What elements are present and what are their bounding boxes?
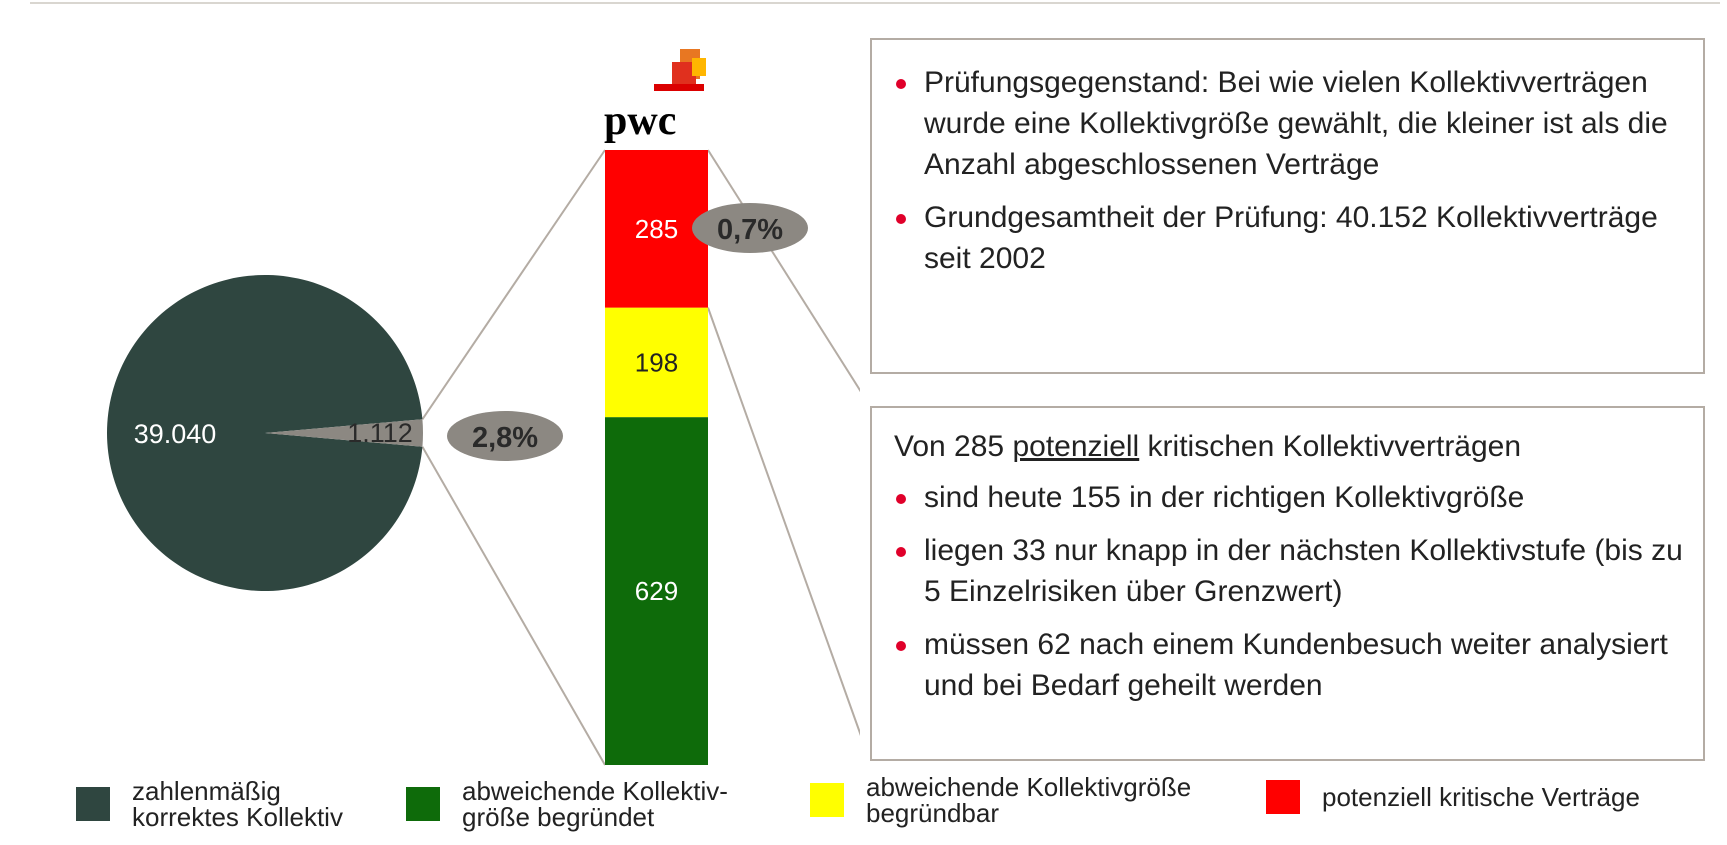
bar-segment-kritisch (605, 150, 708, 308)
bar-callout-label: 0,7% (717, 214, 783, 246)
bar-segment-begruendbar (605, 307, 708, 418)
legend-item-begruendbar: abweichende Kollektivgröße begründbar (810, 774, 1191, 826)
connector-line-panel-bottom (707, 307, 860, 736)
bullet-dot-icon (896, 214, 906, 224)
pie-chart: 39.040 1.112 (106, 275, 423, 591)
pie-slice-abweichend (265, 419, 423, 447)
connector-line-panel-top (707, 149, 860, 393)
bar-segment-begruendet (605, 417, 708, 765)
pie-callout-label: 2,8% (472, 422, 538, 454)
pie-slice-korrekt (106, 275, 423, 591)
findings-panel: Von 285 potenziell kritischen Kollektivv… (870, 406, 1705, 761)
scope-bullet-1: Prüfungsgegenstand: Bei wie vielen Kolle… (888, 62, 1683, 185)
finding-bullet-2: liegen 33 nur knapp in der nächsten Koll… (888, 530, 1683, 612)
bar-segment-begruendbar-label: 198 (635, 347, 678, 377)
top-divider (30, 2, 1720, 4)
legend-item-korrekt: zahlenmäßig korrektes Kollektiv (76, 778, 343, 830)
legend-swatch (1266, 780, 1300, 814)
findings-intro: Von 285 potenziell kritischen Kollektivv… (894, 430, 1522, 463)
connector-line-top (421, 149, 606, 420)
legend-item-begruendet: abweichende Kollektiv-größe begründet (406, 778, 728, 830)
legend-swatch (810, 783, 844, 817)
legend-swatch (76, 787, 110, 821)
bar-callout-ellipse (692, 203, 808, 253)
bar-segment-kritisch-label: 285 (635, 214, 678, 244)
pwc-logo-text: pwc (604, 98, 676, 144)
callouts: 2,8% 0,7% (447, 203, 808, 461)
bullet-dot-icon (896, 79, 906, 89)
bullet-dot-icon (896, 641, 906, 651)
scope-panel: Prüfungsgegenstand: Bei wie vielen Kolle… (870, 38, 1705, 374)
pie-label-korrekt: 39.040 (134, 419, 217, 449)
pie-callout-ellipse (447, 411, 563, 461)
connector-line-bottom (421, 446, 606, 766)
bullet-dot-icon (896, 494, 906, 504)
bullet-dot-icon (896, 547, 906, 557)
legend-item-kritisch: potenziell kritische Verträge (1266, 780, 1640, 814)
chart-area: 39.040 1.112 629 198 285 2,8% 0,7% (106, 149, 860, 766)
connector-lines (421, 149, 860, 766)
finding-bullet-3: müssen 62 nach einem Kundenbesuch weiter… (888, 624, 1683, 706)
stacked-bar: 629 198 285 (605, 150, 708, 765)
pie-label-abweichend: 1.112 (347, 418, 413, 448)
pwc-logo: pwc (600, 44, 720, 149)
bar-segment-begruendet-label: 629 (635, 576, 678, 606)
finding-bullet-1: sind heute 155 in der richtigen Kollekti… (888, 477, 1683, 518)
legend-swatch (406, 787, 440, 821)
scope-bullet-2: Grundgesamtheit der Prüfung: 40.152 Koll… (888, 197, 1683, 279)
